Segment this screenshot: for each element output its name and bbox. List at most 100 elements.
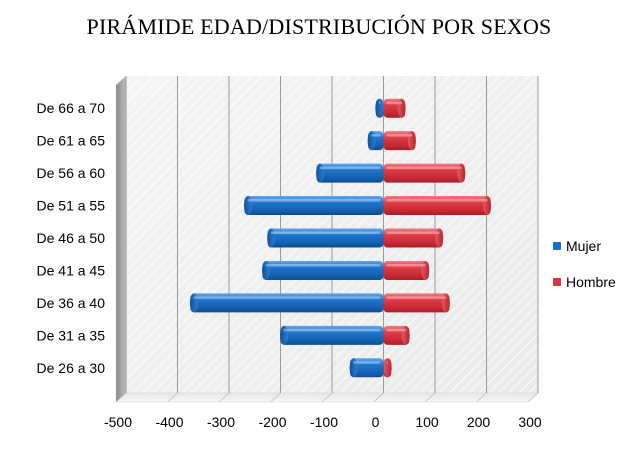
category-label: De 56 a 60 [37, 165, 106, 181]
gridline-floor [373, 392, 384, 403]
bar-highlight [265, 263, 381, 267]
x-tick-label: -200 [258, 414, 286, 430]
bar-mujer [280, 325, 384, 345]
gridline-floor [218, 392, 230, 403]
bar-body [190, 293, 384, 313]
chart-title: PIRÁMIDE EDAD/DISTRIBUCIÓN POR SEXOS [86, 14, 552, 39]
gridline-floor [476, 392, 487, 403]
bar-highlight [386, 361, 389, 364]
bar-highlight [371, 134, 381, 137]
bar-highlight [386, 231, 440, 234]
bar-hombre [383, 98, 406, 118]
bar-hombre [383, 325, 410, 345]
bar-body [383, 196, 491, 216]
bar-highlight [353, 361, 381, 364]
bar-hombre [383, 131, 416, 151]
bar-highlight [386, 263, 426, 267]
bar-mujer [243, 196, 384, 216]
bar-end-cap [316, 163, 325, 183]
bar-end-cap [483, 196, 492, 216]
bar-highlight [386, 199, 488, 202]
bar-body [316, 163, 384, 183]
category-label: De 61 a 65 [37, 133, 106, 149]
gridline-floor [424, 392, 436, 403]
bar-hombre [383, 293, 450, 313]
bar-body [383, 260, 429, 280]
bar-hombre [383, 228, 444, 248]
bar-end-cap [267, 228, 276, 248]
x-tick-label: 300 [518, 414, 542, 430]
bar-hombre [383, 358, 392, 378]
bar-end-cap [367, 131, 376, 151]
gridline-floor [527, 392, 539, 403]
x-tick-label: -100 [310, 414, 338, 430]
bar-highlight [386, 101, 403, 105]
gridline-floor [270, 392, 281, 403]
bar-end-cap [435, 228, 444, 248]
bar-highlight [247, 199, 381, 202]
bar-mujer [267, 228, 384, 248]
bar-body [350, 358, 384, 378]
bar-highlight [386, 296, 447, 299]
legend-label: Hombre [566, 274, 616, 290]
bar-body [262, 260, 384, 280]
gridline-floor [167, 392, 178, 403]
bar-highlight [386, 328, 407, 332]
bar-end-cap [441, 293, 450, 313]
bar-body [244, 196, 384, 216]
bar-body [383, 293, 450, 313]
bar-hombre [383, 163, 466, 183]
category-label: De 51 a 55 [37, 198, 106, 214]
bar-body [383, 228, 443, 248]
bar-highlight [386, 166, 462, 170]
bar-mujer [349, 358, 384, 378]
x-tick-label: 200 [467, 414, 491, 430]
bar-end-cap [189, 293, 198, 313]
legend-swatch [553, 242, 561, 250]
category-label: De 66 a 70 [37, 100, 106, 116]
bar-mujer [316, 163, 384, 183]
legend-swatch [553, 278, 561, 286]
bar-end-cap [401, 325, 410, 345]
category-label: De 31 a 35 [37, 327, 106, 343]
bar-highlight [386, 134, 413, 137]
chart-legend: Mujer Hombre [553, 236, 616, 308]
bar-highlight [270, 231, 381, 234]
bar-highlight [319, 166, 381, 170]
bar-mujer [375, 98, 384, 118]
bar-mujer [189, 293, 384, 313]
x-tick-label: 0 [372, 414, 380, 430]
category-label: De 36 a 40 [37, 295, 106, 311]
bar-mujer [261, 260, 384, 280]
bar-highlight [378, 101, 381, 105]
bar-end-cap [407, 131, 416, 151]
gridline-floor [115, 392, 127, 403]
bar-body [383, 131, 416, 151]
x-tick-label: -300 [207, 414, 235, 430]
category-label: De 26 a 30 [37, 360, 106, 376]
bar-end-cap [375, 98, 384, 118]
x-tick-label: -400 [155, 414, 183, 430]
bar-highlight [283, 328, 381, 332]
x-tick-label: -500 [104, 414, 132, 430]
bar-end-cap [383, 358, 392, 378]
category-label: De 41 a 45 [37, 262, 106, 278]
bar-end-cap [243, 196, 252, 216]
bar-body [280, 325, 384, 345]
bar-end-cap [397, 98, 406, 118]
bar-end-cap [349, 358, 358, 378]
legend-label: Mujer [566, 238, 602, 254]
bar-hombre [383, 260, 430, 280]
category-label: De 46 a 50 [37, 230, 106, 246]
x-tick-label: 100 [415, 414, 439, 430]
legend-item: Hombre [553, 272, 616, 292]
bar-end-cap [457, 163, 466, 183]
bar-body [383, 163, 465, 183]
bar-end-cap [421, 260, 430, 280]
bar-mujer [367, 131, 384, 151]
bar-highlight [193, 296, 381, 299]
legend-item: Mujer [553, 236, 616, 256]
bar-end-cap [261, 260, 270, 280]
plot-side-wall [116, 76, 126, 402]
